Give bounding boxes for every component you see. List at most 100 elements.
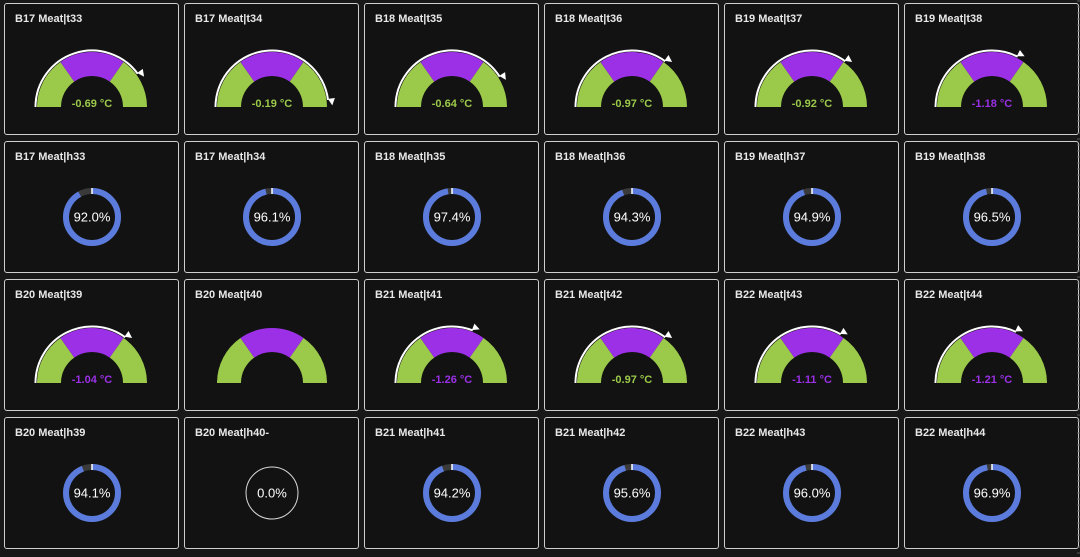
temperature-gauge-panel[interactable]: B22 Meat|t44 -1.21 °C: [904, 279, 1079, 411]
temperature-gauge-panel[interactable]: B20 Meat|t39 -1.04 °C: [4, 279, 179, 411]
gauge-value: -1.11 °C: [792, 374, 832, 386]
panel-title: B21 Meat|t42: [555, 289, 623, 301]
ring-value: 94.3%: [614, 210, 651, 225]
humidity-ring-panel[interactable]: B20 Meat|h39 94.1%: [4, 417, 179, 549]
gauge-pointer-icon: [664, 331, 673, 338]
humidity-ring-panel[interactable]: B18 Meat|h35 97.4%: [364, 141, 539, 273]
gauge-mid-segment: [600, 328, 664, 358]
humidity-ring-panel[interactable]: B19 Meat|h37 94.9%: [724, 141, 899, 273]
panel-title: B17 Meat|h34: [195, 151, 266, 163]
gauge-chart: -0.97 °C: [574, 49, 687, 110]
gauge-chart: -1.21 °C: [934, 325, 1047, 386]
gauge-high-segment: [1009, 61, 1047, 107]
ring-value: 94.2%: [434, 486, 471, 501]
ring-chart: 95.6%: [603, 464, 661, 522]
scrollbar-track[interactable]: [1077, 0, 1080, 557]
gauge-mid-segment: [60, 51, 124, 82]
gauge-pointer-icon: [839, 327, 848, 335]
gauge-mid-segment: [960, 328, 1024, 358]
ring-chart: 96.1%: [243, 188, 301, 246]
gauge-value: -1.21 °C: [972, 374, 1013, 386]
panel-title: B19 Meat|h37: [735, 151, 806, 163]
humidity-ring-panel[interactable]: B21 Meat|h42 95.6%: [544, 417, 719, 549]
gauge-low-segment: [217, 61, 255, 107]
humidity-ring-panel[interactable]: B22 Meat|h44 96.9%: [904, 417, 1079, 549]
humidity-ring-panel[interactable]: B21 Meat|h41 94.2%: [364, 417, 539, 549]
gauge-chart: -0.64 °C: [394, 49, 507, 110]
gauge-pointer-icon: [844, 55, 853, 62]
gauge-pointer-icon: [124, 331, 133, 338]
gauge-low-segment: [577, 61, 615, 107]
gauge-mid-segment: [960, 51, 1024, 82]
gauge-progress-arc: [574, 325, 666, 384]
ring-chart: 94.3%: [603, 188, 661, 246]
ring-track: [245, 466, 299, 520]
temperature-gauge-panel[interactable]: B18 Meat|t36 -0.97 °C: [544, 3, 719, 135]
gauge-value: -0.97 °C: [612, 374, 653, 386]
humidity-ring-panel[interactable]: B19 Meat|h38 96.5%: [904, 141, 1079, 273]
gauge-high-segment: [829, 61, 867, 107]
gauge-mid-segment: [600, 51, 664, 82]
humidity-ring-panel[interactable]: B18 Meat|h36 94.3%: [544, 141, 719, 273]
gauge-value: -1.18 °C: [972, 98, 1013, 110]
gauge-value: -0.19 °C: [252, 98, 293, 110]
temperature-gauge-panel[interactable]: B20 Meat|t40: [184, 279, 359, 411]
temperature-gauge-panel[interactable]: B17 Meat|t34 -0.19 °C: [184, 3, 359, 135]
gauge-progress-arc: [754, 325, 842, 384]
humidity-ring-panel[interactable]: B22 Meat|h43 96.0%: [724, 417, 899, 549]
gauge-chart: -0.19 °C: [214, 49, 335, 110]
panel-title: B18 Meat|h35: [375, 151, 446, 163]
panel-title: B17 Meat|h33: [15, 151, 86, 163]
panel-title: B22 Meat|t44: [915, 289, 983, 301]
ring-value: 96.5%: [974, 210, 1011, 225]
panel-title: B19 Meat|h38: [915, 151, 986, 163]
gauge-high-segment: [649, 337, 687, 383]
ring-value: 95.6%: [614, 486, 651, 501]
gauge-chart: -1.18 °C: [934, 49, 1047, 110]
gauge-low-segment: [577, 337, 615, 383]
temperature-gauge-panel[interactable]: B19 Meat|t37 -0.92 °C: [724, 3, 899, 135]
gauge-progress-arc: [34, 49, 139, 108]
ring-value: 94.1%: [74, 486, 111, 501]
gauge-high-segment: [289, 337, 327, 383]
panel-title: B21 Meat|h41: [375, 427, 446, 439]
temperature-gauge-panel[interactable]: B18 Meat|t35 -0.64 °C: [364, 3, 539, 135]
ring-chart: 96.9%: [963, 464, 1021, 522]
gauge-high-segment: [469, 337, 507, 383]
gauge-progress-arc: [34, 325, 126, 384]
gauge-value: -1.04 °C: [72, 374, 113, 386]
temperature-gauge-panel[interactable]: B21 Meat|t42 -0.97 °C: [544, 279, 719, 411]
humidity-ring-panel[interactable]: B20 Meat|h40- 0.0%: [184, 417, 359, 549]
panel-title: B17 Meat|t33: [15, 13, 83, 25]
gauge-low-segment: [757, 61, 795, 107]
gauge-low-segment: [397, 61, 435, 107]
gauge-value: -1.26 °C: [432, 374, 473, 386]
panel-title: B20 Meat|h39: [15, 427, 86, 439]
gauge-progress-arc: [934, 49, 1019, 108]
gauge-value: -0.97 °C: [612, 98, 653, 110]
ring-value: 97.4%: [434, 210, 471, 225]
humidity-ring-panel[interactable]: B17 Meat|h34 96.1%: [184, 141, 359, 273]
gauge-low-segment: [397, 337, 435, 383]
gauge-low-segment: [37, 61, 75, 107]
humidity-ring-panel[interactable]: B17 Meat|h33 92.0%: [4, 141, 179, 273]
panel-title: B20 Meat|t40: [195, 289, 263, 301]
panel-title: B20 Meat|t39: [15, 289, 83, 301]
panel-title: B22 Meat|t43: [735, 289, 803, 301]
temperature-gauge-panel[interactable]: B19 Meat|t38 -1.18 °C: [904, 3, 1079, 135]
gauge-high-segment: [109, 337, 147, 383]
ring-value: 94.9%: [794, 210, 831, 225]
gauge-pointer-icon: [664, 55, 673, 62]
temperature-gauge-panel[interactable]: B22 Meat|t43 -1.11 °C: [724, 279, 899, 411]
panel-title: B18 Meat|t35: [375, 13, 443, 25]
gauge-high-segment: [469, 61, 507, 107]
gauge-chart: -1.26 °C: [394, 323, 507, 386]
temperature-gauge-panel[interactable]: B21 Meat|t41 -1.26 °C: [364, 279, 539, 411]
ring-chart: 0.0%: [245, 466, 299, 520]
gauge-value: -0.64 °C: [432, 98, 473, 110]
temperature-gauge-panel[interactable]: B17 Meat|t33 -0.69 °C: [4, 3, 179, 135]
gauge-chart: -1.04 °C: [34, 325, 147, 386]
gauge-pointer-icon: [1016, 49, 1025, 57]
gauge-chart: -0.69 °C: [34, 49, 147, 110]
panel-title: B18 Meat|h36: [555, 151, 626, 163]
